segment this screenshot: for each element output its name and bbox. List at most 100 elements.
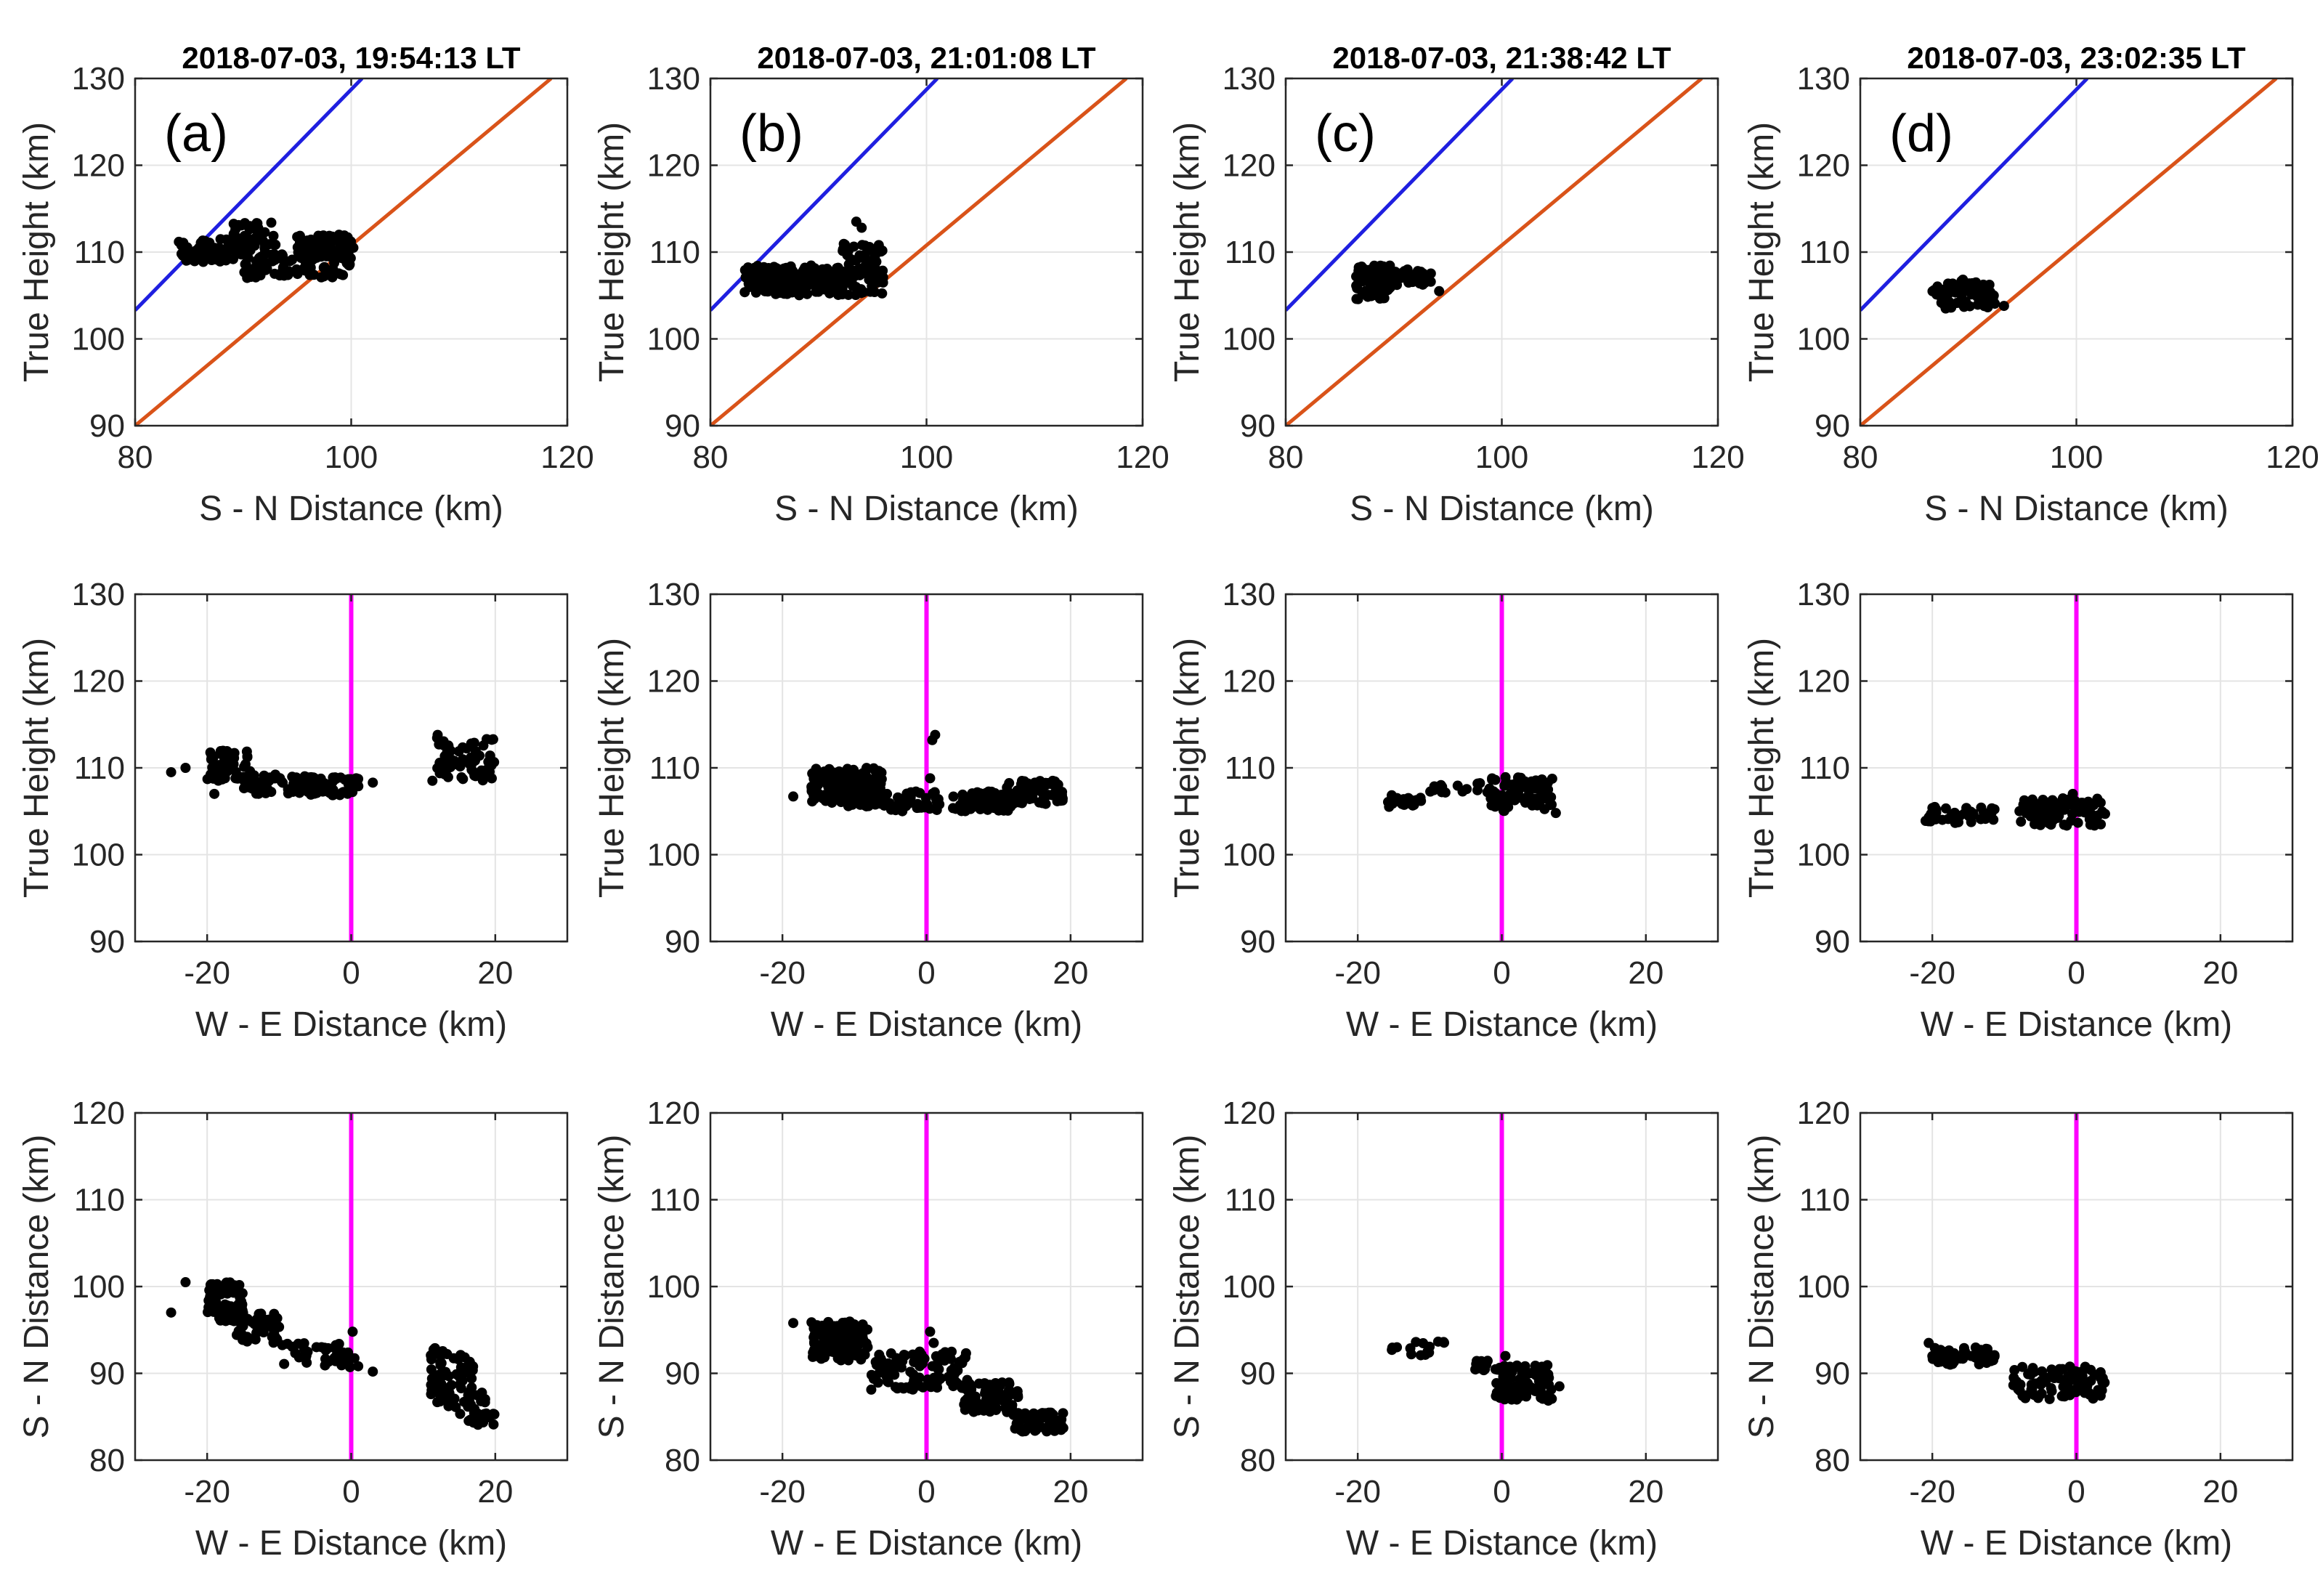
data-point bbox=[200, 235, 211, 246]
data-point bbox=[266, 787, 277, 798]
y-tick-label: 120 bbox=[647, 148, 700, 184]
data-point bbox=[853, 264, 864, 275]
data-point bbox=[348, 243, 359, 254]
data-point bbox=[338, 1347, 349, 1358]
data-point bbox=[771, 264, 782, 275]
data-point bbox=[268, 230, 279, 241]
data-point bbox=[930, 729, 941, 740]
data-point bbox=[439, 750, 450, 761]
x-tick-label: -20 bbox=[759, 955, 806, 991]
data-point bbox=[1503, 801, 1514, 812]
data-point bbox=[235, 1292, 246, 1303]
data-point bbox=[2038, 805, 2049, 816]
scatter-points bbox=[174, 217, 359, 283]
data-point bbox=[435, 1358, 446, 1369]
data-point bbox=[856, 1354, 867, 1365]
data-point bbox=[1972, 299, 1983, 310]
data-point bbox=[943, 1372, 954, 1382]
data-point bbox=[1970, 1342, 1981, 1353]
y-axis-label: S - N Distance (km) bbox=[1168, 1135, 1207, 1439]
data-point bbox=[1964, 301, 1975, 312]
chart-title: 2018-07-03, 21:01:08 LT bbox=[757, 41, 1096, 75]
data-point bbox=[2054, 1373, 2064, 1384]
data-point bbox=[856, 222, 867, 233]
data-point bbox=[249, 240, 260, 251]
data-point bbox=[925, 773, 936, 784]
x-tick-label: 100 bbox=[2050, 439, 2103, 475]
data-point bbox=[787, 271, 798, 282]
data-point bbox=[1415, 1350, 1426, 1361]
x-tick-label: 20 bbox=[2202, 1474, 2238, 1510]
data-point bbox=[2014, 806, 2025, 817]
data-point bbox=[2017, 1390, 2028, 1401]
data-point bbox=[2058, 1381, 2069, 1392]
data-point bbox=[234, 1279, 245, 1290]
data-point bbox=[224, 1281, 235, 1292]
data-point bbox=[2025, 1369, 2036, 1380]
data-point bbox=[443, 741, 454, 752]
data-point bbox=[218, 771, 229, 782]
data-point bbox=[1381, 278, 1392, 289]
data-point bbox=[838, 246, 848, 256]
data-point bbox=[959, 1353, 970, 1364]
x-axis-label: W - E Distance (km) bbox=[1921, 1005, 2232, 1044]
y-tick-label: 110 bbox=[1799, 1183, 1850, 1218]
data-point bbox=[898, 795, 909, 806]
data-point bbox=[806, 783, 817, 794]
data-point bbox=[856, 284, 867, 295]
data-point bbox=[806, 1317, 817, 1328]
data-point bbox=[1545, 800, 1556, 811]
data-point bbox=[847, 767, 858, 778]
data-point bbox=[816, 267, 827, 278]
data-point bbox=[896, 1382, 907, 1393]
data-point bbox=[238, 783, 249, 794]
x-tick-label: -20 bbox=[1909, 955, 1955, 991]
data-point bbox=[1989, 1351, 2000, 1362]
data-point bbox=[872, 277, 883, 288]
data-point bbox=[427, 775, 438, 786]
data-point bbox=[2099, 809, 2110, 819]
y-tick-label: 80 bbox=[1815, 1443, 1850, 1478]
data-point bbox=[928, 1372, 939, 1383]
y-tick-label: 110 bbox=[1225, 235, 1276, 270]
x-tick-label: -20 bbox=[1909, 1474, 1955, 1510]
data-point bbox=[224, 764, 235, 775]
data-point bbox=[2045, 811, 2056, 822]
data-point bbox=[246, 771, 257, 782]
scatter-points bbox=[739, 216, 888, 301]
data-point bbox=[927, 1361, 938, 1372]
x-tick-label: -20 bbox=[184, 1474, 230, 1510]
data-point bbox=[813, 275, 824, 285]
data-point bbox=[210, 246, 221, 256]
data-point bbox=[467, 1365, 478, 1376]
data-point bbox=[456, 772, 467, 783]
data-point bbox=[832, 289, 843, 300]
data-point bbox=[166, 766, 177, 777]
lower-limit-line bbox=[710, 78, 1128, 426]
data-point bbox=[439, 1370, 450, 1381]
data-point bbox=[1406, 1349, 1416, 1360]
data-point bbox=[448, 1353, 459, 1364]
data-point bbox=[988, 1401, 999, 1411]
data-point bbox=[1033, 1417, 1044, 1428]
data-point bbox=[861, 801, 872, 811]
data-point bbox=[292, 232, 303, 243]
data-point bbox=[336, 230, 347, 241]
scatter-points bbox=[788, 1316, 1069, 1437]
data-point bbox=[753, 267, 764, 278]
data-point bbox=[2046, 1364, 2057, 1375]
data-point bbox=[848, 241, 859, 252]
y-tick-label: 110 bbox=[649, 750, 700, 786]
data-point bbox=[1034, 776, 1045, 787]
x-tick-label: 20 bbox=[1628, 1474, 1663, 1510]
scatter-points bbox=[1351, 260, 1445, 304]
data-point bbox=[824, 288, 835, 299]
y-tick-label: 110 bbox=[74, 235, 125, 270]
data-point bbox=[1041, 1424, 1052, 1435]
data-point bbox=[256, 785, 267, 795]
data-point bbox=[788, 791, 799, 802]
y-tick-label: 100 bbox=[1223, 322, 1276, 357]
y-tick-label: 100 bbox=[72, 322, 125, 357]
y-tick-label: 90 bbox=[1240, 1356, 1276, 1392]
